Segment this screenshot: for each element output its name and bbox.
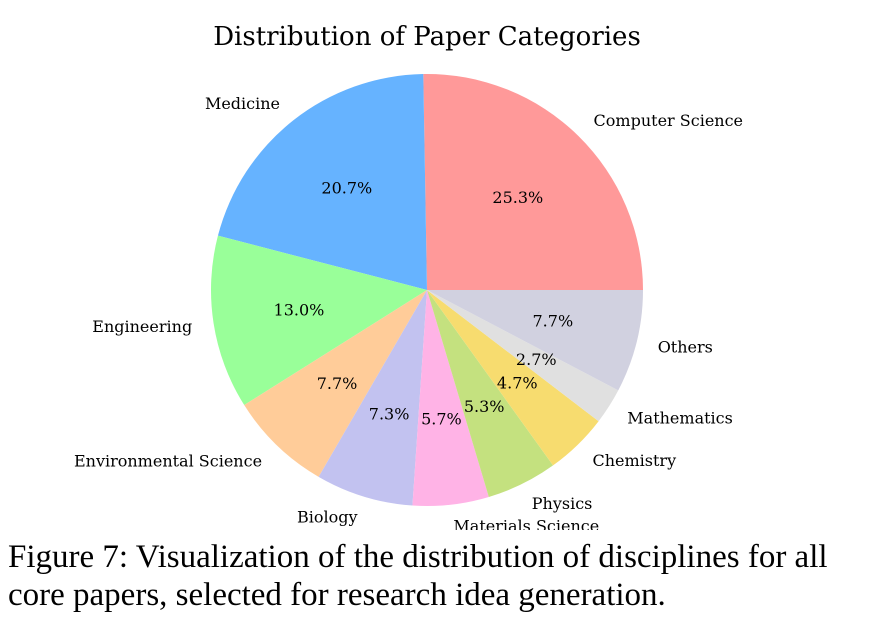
slice-label-materials-science: Materials Science — [453, 517, 599, 530]
pct-label-environmental-science: 7.7% — [317, 374, 358, 393]
slice-label-environmental-science: Environmental Science — [74, 452, 262, 471]
pie-slice-engineering — [210, 235, 427, 406]
pie-slice-mathematics — [427, 290, 619, 422]
pie-labels: 25.3% Computer Science 20.7% Medicine 13.0% E… — [74, 94, 743, 530]
pie-slice-materials-science — [412, 290, 489, 507]
pct-label-others: 7.7% — [533, 312, 574, 331]
slice-label-others: Others — [658, 337, 713, 356]
slice-label-medicine: Medicine — [205, 94, 280, 113]
pct-label-physics: 5.3% — [464, 397, 505, 416]
slice-label-biology: Biology — [297, 508, 358, 527]
pie-slice-physics — [427, 290, 554, 497]
pct-label-mathematics: 2.7% — [516, 350, 557, 369]
slice-label-engineering: Engineering — [92, 317, 192, 336]
figure-caption: Figure 7: Visualization of the distribut… — [8, 539, 828, 613]
pie-slice-computer-science — [423, 73, 643, 290]
pie-slice-others — [427, 290, 643, 391]
pie-slice-biology — [318, 290, 427, 506]
pie-chart: Distribution of Paper Categories 25.3% Co… — [74, 22, 743, 530]
slice-label-mathematics: Mathematics — [627, 408, 733, 427]
slice-label-computer-science: Computer Science — [594, 111, 743, 130]
pct-label-medicine: 20.7% — [321, 179, 372, 198]
pct-label-engineering: 13.0% — [274, 300, 325, 319]
slice-label-physics: Physics — [532, 494, 593, 513]
pct-label-computer-science: 25.3% — [492, 188, 543, 207]
pie-slice-medicine — [217, 74, 427, 290]
pie-slices — [210, 73, 643, 507]
pie-slice-chemistry — [427, 290, 599, 466]
pct-label-chemistry: 4.7% — [497, 374, 538, 393]
chart-title: Distribution of Paper Categories — [213, 22, 641, 52]
pct-label-materials-science: 5.7% — [421, 409, 462, 428]
pie-slice-environmental-science — [244, 290, 427, 477]
slice-label-chemistry: Chemistry — [592, 451, 676, 470]
pct-label-biology: 7.3% — [369, 404, 410, 423]
